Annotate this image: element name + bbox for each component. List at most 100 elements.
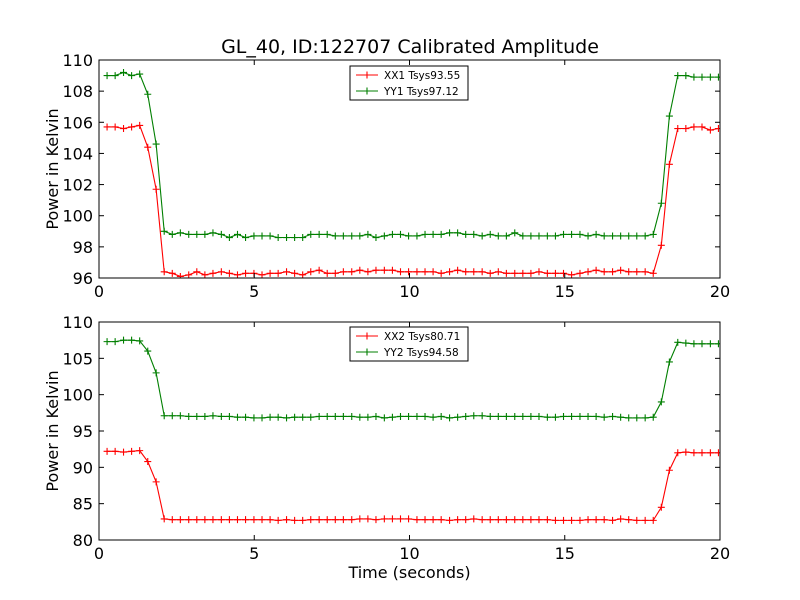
data-point (584, 232, 592, 240)
data-point (396, 230, 404, 238)
x-tick-label: 20 (710, 282, 730, 301)
plot-panel-2: 0 5 10 15 20 80 85 90 95 100 105 110 Power in Kelvin… (43, 313, 730, 582)
data-point (706, 340, 714, 348)
series-1-2 (103, 68, 720, 242)
data-point (217, 516, 225, 524)
data-point (348, 268, 356, 276)
data-point (388, 230, 396, 238)
data-point (283, 234, 291, 242)
y-tick-label: 110 (62, 51, 93, 70)
data-point (494, 516, 502, 524)
data-point (307, 413, 315, 421)
data-point (446, 268, 454, 276)
data-point (421, 268, 429, 276)
data-point (437, 230, 445, 238)
data-point (233, 413, 241, 421)
data-point (144, 90, 152, 98)
data-point (560, 516, 568, 524)
data-point (323, 412, 331, 420)
series-line (107, 450, 719, 521)
data-point (250, 414, 258, 422)
data-point (380, 414, 388, 422)
data-point (201, 271, 209, 278)
data-point (120, 68, 128, 76)
data-point (413, 412, 421, 420)
data-point (617, 232, 625, 240)
data-point (120, 336, 128, 344)
data-point (307, 230, 315, 238)
data-point (111, 338, 119, 346)
data-point (437, 516, 445, 524)
data-point (388, 266, 396, 274)
data-point (217, 412, 225, 420)
y-tick-label: 80 (73, 531, 93, 550)
data-point (348, 232, 356, 240)
data-point (633, 414, 641, 422)
data-point (250, 516, 258, 524)
data-point (454, 516, 462, 524)
series-line (107, 339, 719, 419)
data-point (299, 516, 307, 524)
data-point (560, 230, 568, 238)
data-point (470, 515, 478, 523)
legend-entry: XX1 Tsys93.55 (384, 70, 460, 82)
data-point (348, 412, 356, 420)
data-point (258, 414, 266, 422)
data-point (168, 269, 176, 277)
data-point (511, 229, 519, 237)
data-point (266, 269, 274, 277)
data-point (665, 112, 673, 120)
y-axis-label: Power in Kelvin (43, 108, 62, 229)
data-point (617, 515, 625, 523)
data-point (502, 232, 510, 240)
data-point (600, 232, 608, 240)
data-point (576, 412, 584, 420)
data-point (714, 449, 720, 457)
data-point (568, 412, 576, 420)
data-point (103, 447, 111, 455)
data-point (405, 412, 413, 420)
data-point (258, 271, 266, 278)
data-point (185, 516, 193, 524)
data-point (682, 339, 690, 347)
data-point (502, 516, 510, 524)
data-point (176, 516, 184, 524)
legend-marker (363, 332, 371, 340)
data-point (233, 271, 241, 278)
series-1-1 (103, 121, 720, 278)
y-tick-label: 104 (62, 144, 93, 163)
data-point (176, 272, 184, 278)
data-point (144, 347, 152, 355)
data-point (421, 516, 429, 524)
data-point (511, 412, 519, 420)
data-point (421, 412, 429, 420)
data-point (674, 338, 682, 346)
chart-title: GL_40, ID:122707 Calibrated Amplitude (221, 36, 599, 58)
data-point (111, 72, 119, 80)
data-point (690, 123, 698, 131)
data-point (291, 269, 299, 277)
data-point (348, 516, 356, 524)
data-point (609, 516, 617, 524)
data-point (405, 232, 413, 240)
data-point (584, 268, 592, 276)
data-point (543, 269, 551, 277)
data-point (168, 412, 176, 420)
data-point (209, 269, 217, 277)
data-point (446, 229, 454, 237)
data-point (291, 516, 299, 524)
data-point (682, 72, 690, 80)
data-point (291, 234, 299, 242)
data-point (682, 125, 690, 133)
data-point (209, 412, 217, 420)
data-point (185, 230, 193, 238)
data-point (283, 268, 291, 276)
data-point (543, 516, 551, 524)
data-point (266, 516, 274, 524)
data-point (185, 412, 193, 420)
data-point (511, 269, 519, 277)
data-point (665, 160, 673, 168)
data-point (242, 516, 250, 524)
data-point (609, 412, 617, 420)
